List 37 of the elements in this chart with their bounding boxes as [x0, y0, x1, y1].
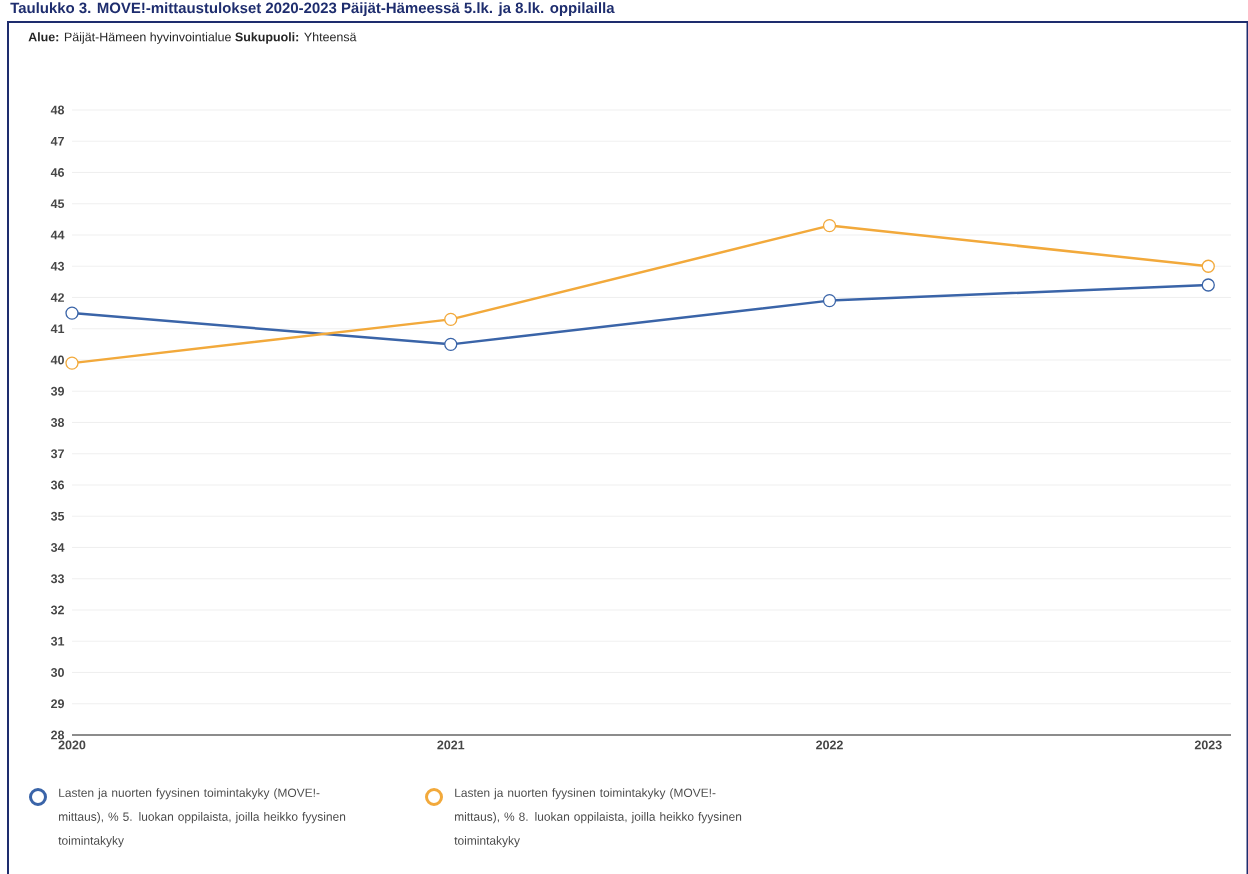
- y-tick-label: 46: [50, 168, 65, 177]
- y-tick-label: 44: [50, 230, 65, 240]
- x-tick-label: 2023: [1194, 740, 1222, 750]
- point: [65, 356, 79, 370]
- point: [444, 337, 458, 352]
- x-tick-label: 2020: [58, 740, 86, 750]
- point: [822, 293, 837, 308]
- y-tick-label: 40: [50, 355, 64, 365]
- y-tick-label: 42: [50, 293, 64, 302]
- y-tick-label: 47: [50, 136, 64, 146]
- y-tick-label: 33: [50, 574, 65, 584]
- y-tick-label: 48: [50, 105, 65, 115]
- y-tick-label: 43: [50, 261, 65, 271]
- y-tick-label: 30: [50, 668, 64, 677]
- y-tick-label: 36: [50, 480, 65, 490]
- y-tick-label: 37: [50, 449, 64, 459]
- point: [1201, 259, 1215, 273]
- chart-subtitle: Alue: Päijät-Hämeen hyvinvointialue Sukupuoli: Yhteensä: [28, 32, 357, 44]
- legend-label: Lasten ja nuorten fyysinen toimintakyky (MOVE!-mittaus), % 5. luokan oppilaista, joilla heikko fyysinen toimintakyky: [58, 788, 346, 848]
- point: [444, 312, 458, 327]
- point: [65, 306, 79, 320]
- legend-label: Lasten ja nuorten fyysinen toimintakyky (MOVE!-mittaus), % 8. luokan oppilaista, joilla heikko fyysinen toimintakyky: [454, 788, 742, 848]
- y-tick-label: 39: [50, 386, 65, 396]
- x-tick-label: 2021: [437, 740, 465, 750]
- y-tick-label: 45: [50, 199, 65, 209]
- y-tick-label: 38: [50, 418, 65, 427]
- chart-title: Taulukko 3. MOVE!-mittaustulokset 2020-2023 Päijät-Hämeessä 5.lk. ja 8.lk. oppilailla: [10, 2, 615, 17]
- y-tick-label: 29: [51, 699, 65, 709]
- y-tick-label: 31: [50, 636, 65, 646]
- y-tick-label: 34: [50, 543, 65, 552]
- y-tick-label: 41: [50, 324, 65, 334]
- point: [822, 218, 837, 233]
- x-tick-label: 2022: [816, 740, 843, 750]
- y-tick-label: 28: [51, 730, 65, 740]
- y-tick-label: 32: [50, 605, 64, 615]
- point: [1201, 278, 1215, 292]
- y-tick-label: 35: [50, 511, 65, 521]
